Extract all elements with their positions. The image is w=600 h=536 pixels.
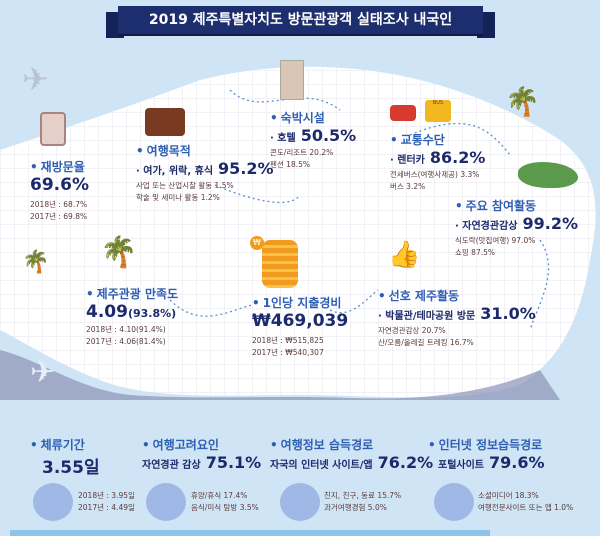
- internet-source-value: 79.6%: [489, 453, 545, 472]
- stay-detail: 2017년 : 4.49일: [78, 503, 135, 512]
- mountain-icon: [146, 483, 186, 521]
- consideration-label: 여행고려요인: [142, 436, 261, 453]
- purpose-top-value: 95.2%: [218, 159, 274, 178]
- thumbs-up-icon: 👍: [388, 240, 421, 270]
- airplane-icon: ✈: [22, 60, 49, 98]
- stay-stat: 체류기간 3.55일: [30, 436, 100, 478]
- internet-source-detail: 여행전문사이트 또는 앱 1.0%: [478, 503, 574, 512]
- info-source-detail: 과거여행경험 5.0%: [324, 503, 387, 512]
- lodging-top-value: 50.5%: [300, 126, 357, 145]
- consideration-top: 자연경관 감상: [142, 460, 201, 471]
- internet-source-stat: 인터넷 정보습득경로 포털사이트 79.6%: [428, 436, 545, 472]
- info-source-label: 여행정보 습득경로: [270, 436, 433, 453]
- spending-2018: 2018년 : ₩515,825: [252, 336, 324, 345]
- activity-label: 주요 참여활동: [455, 197, 578, 214]
- bus-icon: BUS: [425, 100, 451, 122]
- island-icon: [518, 162, 578, 188]
- lodging-label: 숙박시설: [270, 109, 356, 126]
- satisfaction-label: 제주관광 만족도: [86, 285, 178, 302]
- palm-tree-icon: 🌴: [100, 235, 138, 270]
- consideration-value: 75.1%: [205, 453, 262, 472]
- hotel-icon: [280, 60, 304, 100]
- page-title: 2019 제주특별자치도 방문관광객 실태조사 내국인: [106, 6, 495, 38]
- satisfaction-2018: 2018년 : 4.10(91.4%): [86, 325, 166, 334]
- monitor-icon: [434, 483, 474, 521]
- transport-stat: 교통수단 · 렌터카 86.2% 전세버스(여행사제공) 3.3% 버스 3.2%: [390, 131, 485, 193]
- lodging-top: · 호텔: [270, 133, 296, 144]
- satisfaction-percent: (93.8%): [127, 307, 177, 320]
- spending-value: ₩469,039: [252, 311, 349, 331]
- preferred-top-value: 31.0%: [480, 304, 536, 323]
- airplane-icon: ✈: [30, 355, 56, 390]
- revisit-2017: 2017년 : 69.8%: [30, 212, 88, 221]
- internet-source-top: 포털사이트: [438, 460, 484, 471]
- purpose-top: · 여가, 위락, 휴식: [136, 166, 214, 177]
- computer-people-icon: [280, 483, 320, 521]
- activity-top: · 자연경관감상: [455, 221, 518, 232]
- info-source-top: 자국의 인터넷 사이트/앱: [270, 460, 373, 471]
- purpose-other: 학술 및 세미나 활동 1.2%: [136, 193, 220, 202]
- activity-other: 식도락(맛집여행) 97.0%: [455, 236, 536, 245]
- lodging-stat: 숙박시설 · 호텔 50.5% 콘도/리조트 20.2% 펜션 18.5%: [270, 109, 356, 171]
- revisit-2018: 2018년 : 68.7%: [30, 200, 88, 209]
- satisfaction-stat: 제주관광 만족도 4.09(93.8%) 2018년 : 4.10(91.4%)…: [86, 285, 178, 348]
- satisfaction-value: 4.09: [86, 302, 128, 322]
- internet-source-detail: 소셜미디어 18.3%: [478, 491, 539, 500]
- preferred-label: 선호 제주활동: [378, 287, 536, 304]
- internet-source-label: 인터넷 정보습득경로: [428, 436, 545, 453]
- info-source-value: 76.2%: [377, 453, 434, 472]
- stay-value: 3.55일: [42, 458, 100, 478]
- info-source-detail: 친지, 친구, 동료 15.7%: [324, 491, 402, 500]
- luggage-icon: [145, 108, 185, 136]
- preferred-other: 자연경관감상 20.7%: [378, 326, 446, 335]
- activity-other: 쇼핑 87.5%: [455, 248, 496, 257]
- consideration-detail: 휴양/휴식 17.4%: [191, 491, 248, 500]
- preferred-top: · 박물관/테마공원 방문: [378, 311, 476, 322]
- purpose-label: 여행목적: [136, 142, 274, 159]
- coins-icon: [262, 240, 298, 288]
- transport-label: 교통수단: [390, 131, 485, 148]
- purpose-stat: 여행목적 · 여가, 위락, 휴식 95.2% 사업 또는 산업시찰 활동 1.5…: [136, 142, 274, 204]
- coin-won-icon: ₩: [250, 236, 264, 250]
- revisit-stat: 재방문율 69.6% 2018년 : 68.7% 2017년 : 69.8%: [30, 158, 89, 223]
- suitcase-icon: [40, 112, 66, 146]
- car-icon: [390, 105, 416, 121]
- stay-label: 체류기간: [30, 436, 100, 453]
- bed-icon: [33, 483, 73, 521]
- lodging-other: 펜션 18.5%: [270, 160, 311, 169]
- revisit-value: 69.6%: [30, 175, 89, 195]
- purpose-other: 사업 또는 산업시찰 활동 1.5%: [136, 181, 234, 190]
- satisfaction-2017: 2017년 : 4.06(81.4%): [86, 337, 166, 346]
- consideration-detail: 음식/미식 탐방 3.5%: [191, 503, 259, 512]
- transport-top: · 렌터카: [390, 155, 425, 166]
- revisit-label: 재방문율: [30, 158, 89, 175]
- preferred-other: 산/오름/올레길 트레킹 16.7%: [378, 338, 474, 347]
- palm-tree-icon: 🌴: [22, 250, 50, 275]
- activity-stat: 주요 참여활동 · 자연경관감상 99.2% 식도락(맛집여행) 97.0% 쇼핑…: [455, 197, 578, 259]
- palm-tree-icon: 🌴: [505, 85, 540, 118]
- activity-top-value: 99.2%: [522, 214, 578, 233]
- spending-label: 1인당 지출경비: [252, 294, 348, 311]
- consideration-stat: 여행고려요인 자연경관 감상 75.1%: [142, 436, 261, 472]
- transport-top-value: 86.2%: [429, 148, 486, 167]
- spending-stat: 1인당 지출경비 ₩469,039 2018년 : ₩515,825 2017년…: [252, 294, 348, 359]
- stay-detail: 2018년 : 3.95일: [78, 491, 135, 500]
- transport-other: 버스 3.2%: [390, 182, 426, 191]
- info-source-stat: 여행정보 습득경로 자국의 인터넷 사이트/앱 76.2%: [270, 436, 433, 472]
- lodging-other: 콘도/리조트 20.2%: [270, 148, 334, 157]
- spending-2017: 2017년 : ₩540,307: [252, 348, 324, 357]
- transport-other: 전세버스(여행사제공) 3.3%: [390, 170, 480, 179]
